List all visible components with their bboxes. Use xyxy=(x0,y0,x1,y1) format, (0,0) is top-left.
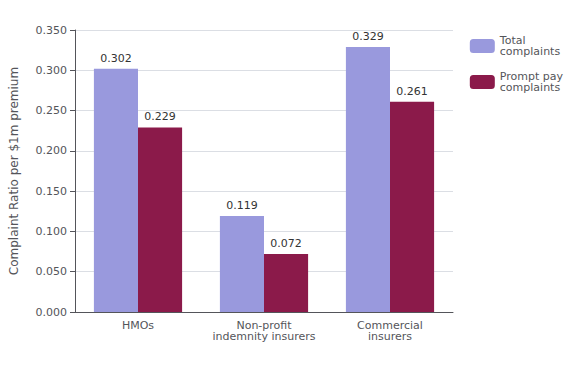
svg-text:indemnity insurers: indemnity insurers xyxy=(213,330,316,343)
svg-text:0.072: 0.072 xyxy=(270,237,302,250)
svg-text:HMOs: HMOs xyxy=(122,319,154,332)
svg-text:0.229: 0.229 xyxy=(144,110,176,123)
svg-text:Non-profit: Non-profit xyxy=(236,319,292,332)
svg-text:Complaint Ratio per $1m premiu: Complaint Ratio per $1m premium xyxy=(7,67,21,275)
svg-text:complaints: complaints xyxy=(500,81,561,94)
svg-text:complaints: complaints xyxy=(500,45,561,58)
svg-text:0.300: 0.300 xyxy=(36,64,68,77)
svg-text:0.050: 0.050 xyxy=(36,265,68,278)
svg-text:0.350: 0.350 xyxy=(36,24,68,37)
svg-text:0.261: 0.261 xyxy=(396,85,428,98)
svg-text:0.200: 0.200 xyxy=(36,144,68,157)
svg-text:0.000: 0.000 xyxy=(36,306,68,319)
svg-text:0.250: 0.250 xyxy=(36,104,68,117)
svg-text:0.302: 0.302 xyxy=(100,52,132,65)
svg-text:Commercial: Commercial xyxy=(357,319,423,332)
svg-text:0.100: 0.100 xyxy=(36,225,68,238)
svg-text:0.119: 0.119 xyxy=(226,199,258,212)
svg-text:insurers: insurers xyxy=(368,330,412,343)
svg-text:0.329: 0.329 xyxy=(352,30,384,43)
svg-text:Total: Total xyxy=(499,34,526,47)
svg-text:Prompt pay: Prompt pay xyxy=(499,70,563,83)
svg-text:0.150: 0.150 xyxy=(36,185,68,198)
